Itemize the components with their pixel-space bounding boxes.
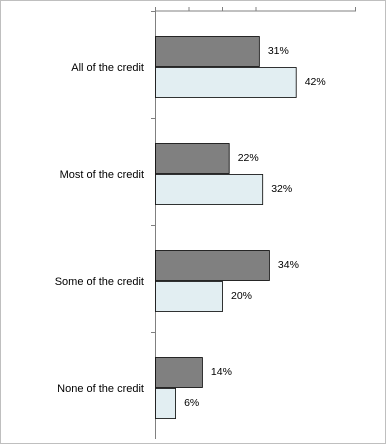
data-label: 20% (231, 290, 252, 302)
bar-series-2 (155, 174, 264, 205)
data-label: 14% (211, 366, 232, 378)
data-label: 42% (305, 76, 326, 88)
bar-series-2 (155, 67, 297, 98)
data-label: 31% (268, 45, 289, 57)
category-label: All of the credit (71, 62, 144, 74)
category-label: Most of the credit (60, 169, 144, 181)
bar-series-2 (155, 388, 177, 419)
data-label: 22% (238, 152, 259, 164)
bar-series-1 (155, 36, 260, 67)
bar-series-1 (155, 143, 230, 174)
bar-series-1 (155, 357, 203, 388)
category-label: Some of the credit (55, 276, 144, 288)
bar-series-2 (155, 281, 223, 312)
category-label: None of the credit (57, 383, 144, 395)
bar-series-1 (155, 250, 270, 281)
data-label: 32% (271, 183, 292, 195)
data-label: 34% (278, 259, 299, 271)
data-label: 6% (184, 397, 199, 409)
